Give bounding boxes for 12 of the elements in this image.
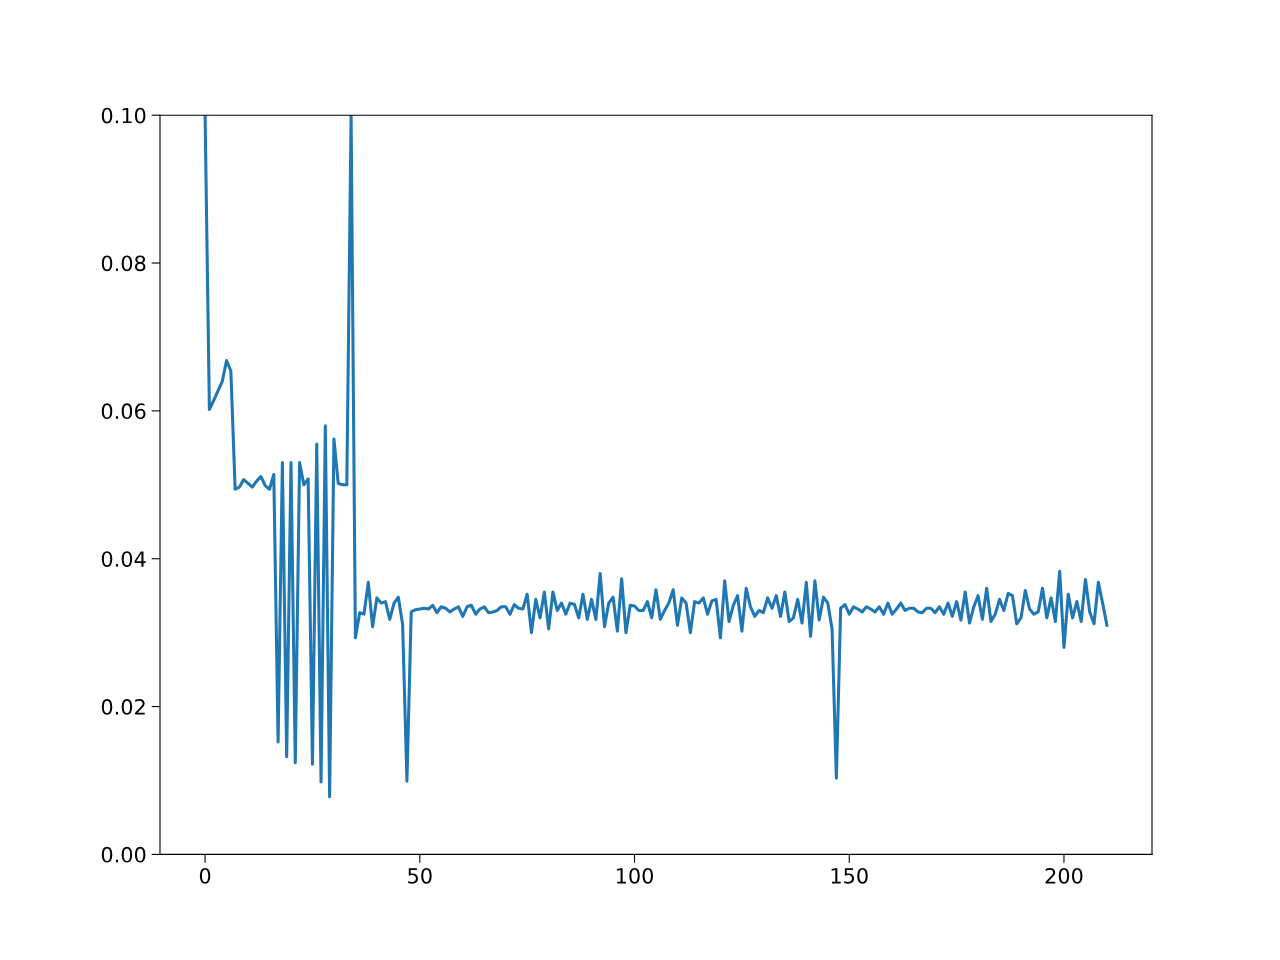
- y-tick-label: 0.02: [101, 699, 145, 715]
- x-tick-label: 150: [831, 867, 868, 884]
- y-tick-label: 0.08: [101, 255, 146, 272]
- y-tick-label: 0.10: [101, 107, 146, 124]
- x-tick-label: 50: [408, 867, 432, 884]
- y-tick-label: 0.00: [101, 846, 146, 863]
- x-tick-label: 200: [1045, 867, 1083, 884]
- y-tick-label: 0.06: [101, 403, 146, 420]
- x-tick-label: 100: [616, 867, 654, 884]
- x-tick-label: 0: [199, 867, 211, 884]
- line-series: [203, 115, 1109, 799]
- y-tick-label: 0.04: [101, 551, 146, 567]
